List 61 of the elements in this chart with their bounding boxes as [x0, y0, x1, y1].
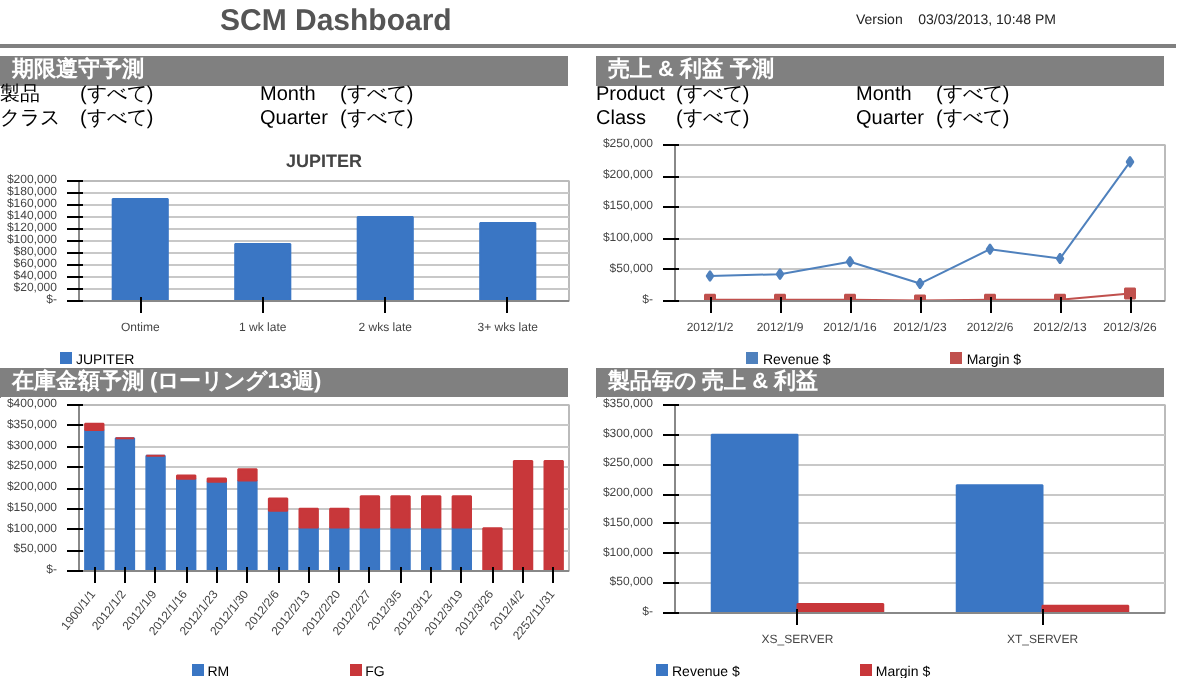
text: Quarter [260, 108, 330, 132]
bar [359, 526, 381, 571]
bar [451, 526, 472, 571]
bar [512, 460, 534, 571]
text: (すべて) [676, 108, 752, 132]
chart-title: 期限遵守予測 [0, 56, 568, 86]
bar [206, 480, 227, 571]
text: Class [596, 108, 649, 132]
bar [543, 460, 564, 571]
text: (すべて) [80, 108, 156, 132]
bar [421, 495, 442, 529]
bar [84, 422, 105, 431]
point [845, 255, 855, 268]
bar [482, 527, 503, 571]
text: (すべて) [936, 84, 1012, 108]
bar [114, 437, 136, 571]
bar [237, 479, 258, 571]
text: SCM Dashboard [218, 2, 452, 43]
bar [145, 454, 166, 571]
point [1124, 287, 1136, 300]
text: (すべて) [936, 108, 1012, 132]
text: (すべて) [340, 108, 416, 132]
bar [479, 222, 537, 301]
bar [111, 198, 169, 301]
text: (すべて) [340, 84, 416, 108]
bar [356, 216, 414, 301]
point [915, 277, 925, 290]
chart-title: 製品毎の 売上 & 利益 [596, 368, 1164, 398]
bar [298, 507, 319, 529]
bar [451, 495, 472, 529]
text: (すべて) [80, 84, 156, 108]
point [775, 268, 785, 281]
bar [298, 526, 319, 571]
text: クラス [0, 108, 62, 132]
bar [234, 243, 292, 301]
text: Product [596, 84, 667, 108]
chart-title: 在庫金額予測 (ローリング13週) [0, 368, 568, 398]
bar [267, 509, 289, 571]
bar [955, 484, 1044, 613]
point [705, 270, 715, 283]
bar [421, 526, 442, 571]
point [985, 243, 995, 256]
bar [329, 507, 350, 529]
point [1055, 252, 1065, 265]
bar [84, 428, 105, 571]
bar [176, 477, 197, 571]
bar [329, 526, 350, 571]
text: 製品 [0, 84, 42, 108]
bar [796, 603, 885, 613]
bar [710, 433, 799, 613]
text: Month [856, 84, 914, 108]
bar [359, 495, 381, 529]
bar [267, 497, 289, 512]
chart-title: 売上 & 利益 予測 [596, 56, 1164, 86]
bar [390, 495, 411, 529]
text: Quarter [856, 108, 926, 132]
chart-subtitle: JUPITER [285, 151, 364, 171]
bar [390, 526, 411, 571]
text: (すべて) [676, 84, 752, 108]
bar [237, 468, 258, 482]
text: Month [260, 84, 318, 108]
